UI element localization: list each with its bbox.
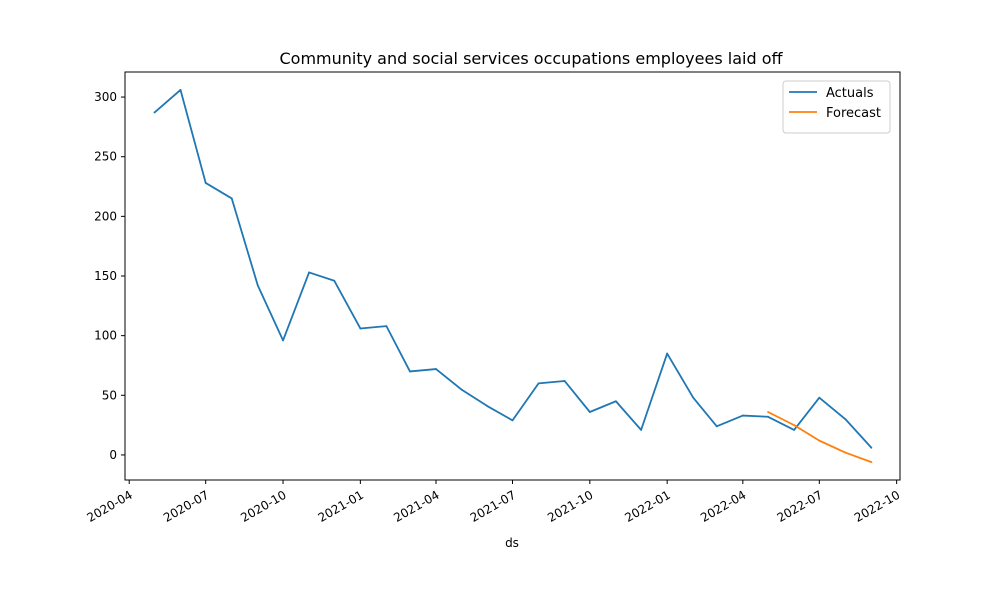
data-point-actuals (870, 446, 873, 449)
data-point-actuals (460, 388, 463, 391)
data-point-forecast (767, 411, 769, 413)
data-point-forecast (793, 424, 795, 427)
data-point-actuals (640, 428, 643, 431)
data-point-actuals (537, 382, 540, 385)
data-point-actuals (666, 352, 669, 355)
data-point-actuals (818, 396, 821, 399)
data-point-forecast (818, 439, 821, 442)
legend-box (782, 80, 891, 134)
data-point-actuals (741, 414, 744, 417)
x-axis-label: ds (505, 536, 519, 550)
data-point-actuals (715, 425, 718, 428)
data-point-actuals (409, 370, 411, 373)
data-point-actuals (282, 339, 284, 342)
data-point-actuals (308, 271, 310, 274)
data-point-actuals (692, 396, 695, 399)
data-point-actuals (614, 400, 617, 403)
data-point-actuals (359, 327, 362, 330)
data-point-actuals (204, 182, 207, 184)
data-point-actuals (588, 411, 591, 413)
y-tick-label: 150 (94, 269, 117, 283)
data-point-actuals (511, 419, 514, 422)
legend-label-actuals: Actuals (826, 86, 874, 101)
y-tick-label: 200 (94, 209, 117, 223)
y-tick-label: 250 (94, 150, 117, 164)
y-tick-label: 300 (94, 90, 117, 104)
data-point-forecast (844, 451, 847, 454)
chart-title: Community and social services occupation… (279, 49, 783, 68)
data-point-actuals (486, 405, 489, 407)
y-tick-label: 100 (94, 329, 117, 343)
data-point-actuals (230, 197, 233, 200)
data-point-actuals (844, 418, 847, 421)
data-point-actuals (385, 325, 388, 328)
data-point-actuals (793, 428, 795, 431)
data-point-actuals (256, 284, 259, 287)
legend-label-forecast: Forecast (826, 106, 881, 121)
data-point-actuals (333, 279, 336, 282)
legend: Actuals Forecast (782, 80, 891, 134)
data-point-actuals (767, 415, 769, 418)
y-tick-label: 0 (109, 448, 117, 462)
y-tick-label: 50 (102, 388, 117, 402)
data-point-actuals (179, 88, 182, 91)
data-point-actuals (153, 111, 156, 114)
plot-frame (124, 71, 901, 481)
data-point-forecast (870, 461, 873, 464)
data-point-actuals (563, 380, 566, 382)
data-point-actuals (435, 368, 437, 370)
